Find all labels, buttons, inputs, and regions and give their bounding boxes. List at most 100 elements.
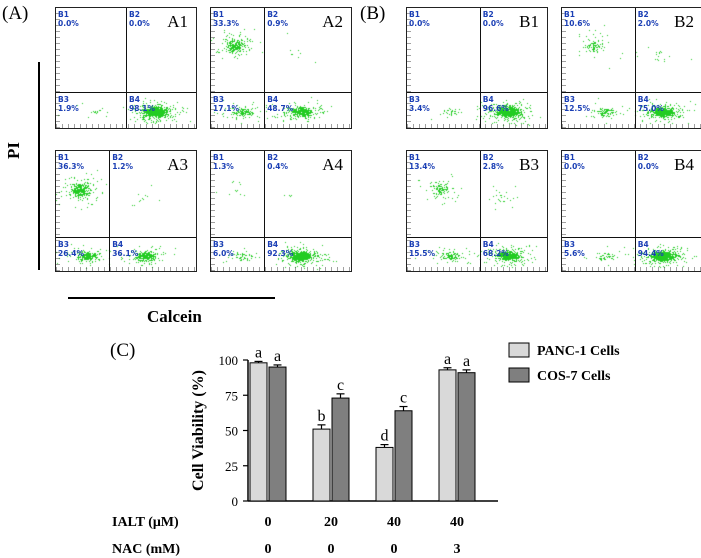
quadrant-percentage: 1.9% bbox=[58, 104, 79, 113]
y-axis-ticks bbox=[211, 8, 215, 128]
legend-swatch bbox=[508, 342, 530, 358]
y-tick-label: 100 bbox=[219, 353, 239, 368]
panel-b-label: (B) bbox=[360, 3, 386, 24]
scatter-points bbox=[211, 8, 351, 128]
vertical-gate-line bbox=[126, 8, 127, 128]
quadrant-name: B4 bbox=[482, 240, 494, 250]
quadrant-b3: B3 12.5% bbox=[564, 95, 590, 113]
scatter-points bbox=[562, 151, 701, 271]
flow-plot-label: A4 bbox=[322, 155, 343, 174]
quadrant-b1: B1 13.4% bbox=[409, 153, 435, 171]
quadrant-name: B1 bbox=[213, 10, 224, 19]
quadrant-percentage: 26.4% bbox=[58, 249, 85, 259]
quadrant-b1: B1 36.3% bbox=[58, 153, 84, 171]
y-tick-label: 25 bbox=[225, 459, 238, 474]
quadrant-name: B4 bbox=[267, 95, 279, 104]
treatment-value: 0 bbox=[265, 515, 272, 530]
scatter-points bbox=[407, 151, 547, 271]
quadrant-percentage: 12.5% bbox=[564, 104, 591, 113]
panel-a-label: (A) bbox=[2, 3, 29, 24]
y-tick-label: 75 bbox=[225, 388, 238, 403]
quadrant-b4: B4 36.1% bbox=[112, 240, 138, 258]
quadrant-name: B2 bbox=[482, 10, 494, 19]
horizontal-gate-line bbox=[56, 237, 196, 239]
quadrant-name: B2 bbox=[267, 153, 279, 162]
significance-letter: a bbox=[274, 348, 281, 365]
bar-cos7-1 bbox=[268, 366, 287, 502]
treatment-value: 3 bbox=[454, 542, 461, 557]
treatment-row-label: IALT (μM) bbox=[112, 515, 179, 530]
flow-plot-label: A1 bbox=[167, 12, 188, 31]
quadrant-b3: B3 6.0% bbox=[213, 240, 234, 258]
quadrant-name: B1 bbox=[409, 153, 420, 162]
quadrant-b4: B4 98.1% bbox=[129, 95, 155, 113]
bar-cos7-2 bbox=[331, 397, 350, 502]
quadrant-name: B2 bbox=[267, 10, 279, 19]
quadrant-name: B3 bbox=[58, 240, 69, 250]
significance-letter: a bbox=[463, 353, 470, 370]
quadrant-percentage: 0.9% bbox=[267, 19, 288, 28]
y-tick-label: 50 bbox=[225, 424, 238, 439]
quadrant-name: B1 bbox=[564, 10, 575, 19]
quadrant-name: B4 bbox=[112, 240, 124, 250]
quadrant-name: B2 bbox=[637, 10, 649, 19]
flow-plot-label: B4 bbox=[674, 155, 694, 174]
y-tick-label: 0 bbox=[232, 494, 239, 509]
quadrant-percentage: 33.3% bbox=[213, 19, 240, 28]
vertical-gate-line bbox=[264, 8, 266, 128]
quadrant-b4: B4 96.6% bbox=[483, 95, 509, 113]
quadrant-b1: B1 33.3% bbox=[213, 10, 239, 28]
y-axis-ticks bbox=[56, 8, 60, 128]
quadrant-b2: B2 2.8% bbox=[483, 153, 504, 171]
quadrant-b3: B3 17.1% bbox=[213, 95, 239, 113]
panel-c-label: (C) bbox=[110, 340, 136, 361]
quadrant-name: B1 bbox=[409, 10, 420, 19]
quadrant-percentage: 1.3% bbox=[213, 162, 234, 171]
significance-letter: c bbox=[400, 390, 407, 407]
quadrant-percentage: 92.3% bbox=[267, 249, 294, 259]
horizontal-gate-line bbox=[407, 237, 547, 239]
quadrant-percentage: 48.7% bbox=[267, 104, 294, 113]
quadrant-percentage: 0.4% bbox=[267, 162, 288, 171]
treatment-value: 40 bbox=[387, 515, 401, 530]
quadrant-percentage: 98.1% bbox=[129, 104, 156, 113]
vertical-gate-line bbox=[109, 151, 111, 271]
horizontal-gate-line bbox=[211, 237, 351, 239]
quadrant-name: B4 bbox=[637, 240, 649, 250]
quadrant-b4: B4 75.0% bbox=[638, 95, 664, 113]
y-axis-ticks bbox=[562, 8, 566, 128]
quadrant-name: B3 bbox=[564, 240, 575, 250]
pi-axis-line bbox=[38, 62, 40, 270]
flow-plot-label: A2 bbox=[322, 12, 343, 31]
y-axis-title: Cell Viability (%) bbox=[190, 370, 207, 491]
x-axis-ticks bbox=[407, 267, 547, 271]
horizontal-gate-line bbox=[211, 92, 351, 93]
quadrant-b3: B3 5.6% bbox=[564, 240, 585, 258]
vertical-gate-line bbox=[634, 8, 636, 128]
quadrant-name: B2 bbox=[112, 153, 124, 162]
bar-cos7-4 bbox=[457, 372, 476, 502]
significance-letter: c bbox=[337, 377, 344, 394]
legend-swatch bbox=[508, 367, 530, 383]
treatment-value: 0 bbox=[328, 542, 335, 557]
quadrant-percentage: 36.1% bbox=[112, 249, 139, 259]
quadrant-percentage: 2.8% bbox=[482, 162, 504, 171]
y-axis-ticks bbox=[407, 151, 411, 271]
x-axis-ticks bbox=[562, 267, 701, 271]
quadrant-percentage: 5.6% bbox=[564, 249, 585, 259]
horizontal-gate-line bbox=[562, 237, 701, 239]
quadrant-name: B3 bbox=[213, 240, 224, 250]
quadrant-b1: B1 1.3% bbox=[213, 153, 234, 171]
quadrant-percentage: 36.3% bbox=[58, 162, 85, 171]
quadrant-name: B2 bbox=[637, 153, 649, 162]
scatter-points bbox=[562, 8, 701, 128]
flow-plot-label: B2 bbox=[674, 12, 694, 31]
bar-panc1-4 bbox=[438, 369, 457, 502]
quadrant-name: B1 bbox=[58, 10, 69, 19]
quadrant-b4: B4 48.7% bbox=[267, 95, 293, 113]
quadrant-percentage: 0.0% bbox=[58, 19, 79, 28]
quadrant-b2: B2 0.0% bbox=[638, 153, 659, 171]
quadrant-name: B4 bbox=[129, 95, 140, 104]
quadrant-percentage: 0.0% bbox=[564, 162, 585, 171]
x-axis-ticks bbox=[56, 267, 196, 271]
